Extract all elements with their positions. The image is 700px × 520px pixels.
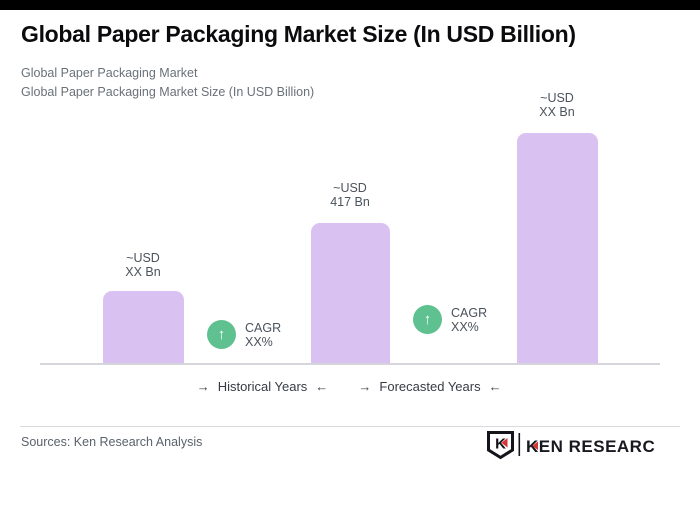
x-axis-line — [40, 363, 660, 365]
chart-subtitle: Global Paper Packaging Market Global Pap… — [21, 64, 521, 101]
svg-text:K: K — [495, 436, 506, 453]
logo-k-accent — [532, 441, 538, 451]
logo-text: KEN RESEARCH — [526, 437, 656, 456]
x-axis-label-forecasted: Forecasted Years — [379, 379, 481, 394]
x-axis-label-historical: Historical Years — [217, 379, 308, 394]
bar-value-label: ~USD XX Bn — [93, 251, 193, 279]
ken-research-shield-icon: K — [487, 431, 514, 460]
cagr-1-label: CAGR — [245, 321, 282, 335]
cagr-badge: CAGR XX% — [245, 321, 281, 349]
x-axis-group-historical: → Historical Years ← — [150, 379, 375, 394]
cagr-badge: CAGR XX% — [451, 306, 487, 334]
bar-1-label-line1: ~USD — [126, 251, 160, 265]
x-axis-group-forecasted: → Forecasted Years ← — [330, 379, 530, 394]
arrow-right-icon: → — [196, 379, 210, 394]
bar-value-label: ~USD XX Bn — [507, 91, 607, 119]
arrow-left-icon: ← — [315, 379, 329, 394]
bar-2-label-line1: ~USD — [333, 181, 367, 195]
bar-1-label-line2: XX Bn — [125, 265, 161, 279]
cagr-up-arrow-icon: ↑ — [413, 305, 442, 334]
sources-text: Sources: Ken Research Analysis — [21, 435, 203, 449]
cagr-2-value: XX% — [451, 320, 479, 334]
cagr-1-value: XX% — [245, 335, 273, 349]
ken-research-logo: K KEN RESEARCH — [487, 431, 656, 460]
arrow-up-icon: ↑ — [217, 326, 226, 343]
bar-2-label-line2: 417 Bn — [330, 195, 370, 209]
arrow-left-icon: ← — [488, 379, 502, 394]
subtitle-line-1: Global Paper Packaging Market — [21, 66, 198, 80]
bar-3-label-line1: ~USD — [540, 91, 574, 105]
bar-3-label-line2: XX Bn — [539, 105, 575, 119]
arrow-right-icon: → — [358, 379, 372, 394]
cagr-up-arrow-icon: ↑ — [207, 320, 236, 349]
subtitle-line-2: Global Paper Packaging Market Size (In U… — [21, 84, 315, 99]
bar-value-label: ~USD 417 Bn — [300, 181, 400, 209]
cagr-2-label: CAGR — [451, 306, 488, 320]
top-black-bar — [0, 0, 700, 10]
arrow-up-icon: ↑ — [423, 311, 432, 328]
logo-divider — [518, 433, 521, 456]
bar-historical-1 — [103, 291, 184, 363]
bar-forecasted — [517, 133, 598, 363]
page-title: Global Paper Packaging Market Size (In U… — [21, 21, 576, 47]
footer-divider — [20, 426, 680, 427]
bar-historical-2 — [311, 223, 390, 363]
